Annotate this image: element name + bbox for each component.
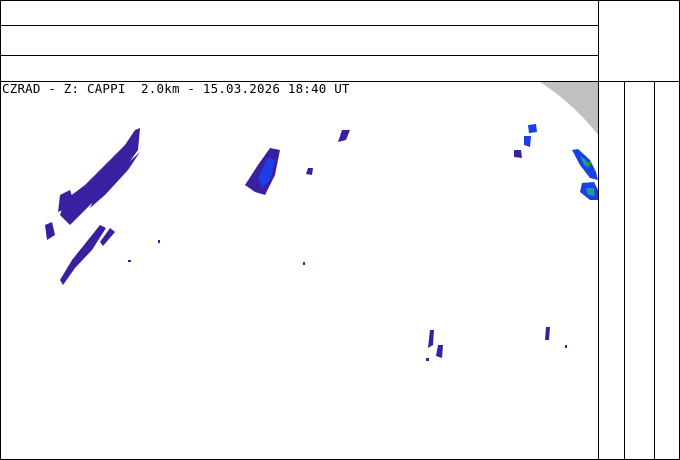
header-divider-3 — [0, 81, 680, 82]
legend-column-divider-1 — [624, 81, 625, 460]
side-panel-divider — [598, 0, 599, 460]
echo-cluster-east — [514, 124, 598, 200]
legend-column-divider-2 — [654, 81, 655, 460]
header-divider-1 — [0, 25, 598, 26]
echo-cluster-north — [245, 130, 350, 265]
echo-cluster-west — [45, 128, 160, 285]
header-divider-2 — [0, 55, 598, 56]
frame-border-top — [0, 0, 680, 1]
map-title: CZRAD - Z: CAPPI 2.0km - 15.03.2026 18:4… — [2, 81, 350, 96]
out-of-range-area — [540, 82, 598, 135]
echo-cluster-south — [426, 327, 567, 361]
frame-border-left — [0, 0, 1, 460]
